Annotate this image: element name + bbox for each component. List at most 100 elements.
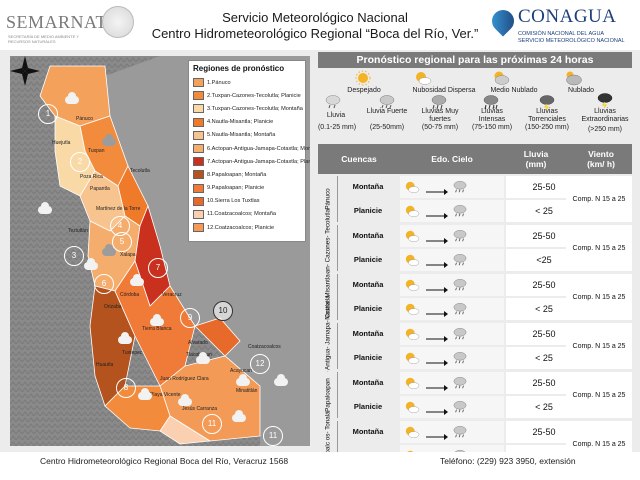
table-row: Planicie < 25 [338, 200, 632, 222]
national-seal-icon [102, 6, 134, 38]
wind-value: Comp. N 15 a 25 [566, 274, 632, 320]
title-block: Servicio Meteorológico Nacional Centro H… [150, 10, 480, 42]
zone-label: Planicie [338, 200, 398, 222]
sky-forecast-cell [400, 347, 504, 369]
town-label: Jesús Carranza [182, 406, 218, 412]
town-label: Huejutla [52, 140, 71, 146]
sky-label-medio-nublado: Medio Nublado [490, 87, 538, 94]
table-row: Montaña 25-50 [338, 225, 632, 247]
arrow-right-icon [426, 379, 448, 397]
forecast-regions-map: 1 2 3 4 5 6 7 8 9 10 11 12 11 Pánuco Tux… [10, 56, 310, 446]
sun-cloud-icon [416, 72, 432, 85]
wind-value: Comp. N 15 a 25 [566, 176, 632, 222]
zone-label: Planicie [338, 298, 398, 320]
sun-icon [355, 70, 371, 86]
legend-label: 7.Actopan-Antigua-Jamapa-Cotaxtla; Plani… [207, 158, 310, 165]
basin-block: Nautla- Misantla Montaña 25-50 Planicie < 25… [318, 274, 632, 320]
semarnat-wordmark: SEMARNAT [6, 12, 108, 32]
rain-torrential-icon [539, 95, 555, 110]
rain-range-fuerte: (25-50mm) [369, 124, 405, 131]
legend-label: 1.Pánuco [207, 79, 231, 86]
rain-label-intensas: Lluvias Intensas [478, 108, 506, 123]
rain-range-extraordinarias: (>250 mm) [587, 126, 623, 133]
town-label: Córdoba [120, 292, 140, 298]
basin-name-cell: Pánuco [318, 176, 338, 222]
compass-rose-icon [10, 56, 40, 86]
basin-block: Tuxpan- Cazones- Tecolutla Montaña 25-50 Pl… [318, 209, 632, 287]
town-label: Acayucan [230, 368, 252, 374]
town-label: Tuxpan [88, 148, 105, 154]
sun-cloud-icon [404, 180, 420, 199]
legend-item: 11.Coatzacoalcos; Montaña [193, 208, 301, 221]
zone-label: Planicie [338, 249, 398, 271]
sky-forecast-cell [400, 298, 504, 320]
sky-forecast-cell [400, 249, 504, 271]
map-cloud-icon [84, 258, 98, 270]
region-number-9: 9 [180, 308, 200, 328]
map-rain-cloud-icon [102, 134, 116, 146]
basin-name-cell: Papaloapan [318, 372, 338, 418]
sun-cloud-icon [404, 400, 420, 419]
sun-cloud-icon [404, 351, 420, 370]
legend-item: 8.Papaloapan; Montaña [193, 168, 301, 181]
rain-cloud-icon [452, 376, 468, 395]
conagua-wordmark: CONAGUA [518, 6, 617, 27]
town-label: Pánuco [76, 116, 93, 122]
rain-cloud-icon [452, 204, 468, 223]
sun-cloud-icon [404, 204, 420, 223]
sun-cloud-icon [404, 376, 420, 395]
region-number-10: 10 [213, 301, 233, 321]
arrow-right-icon [426, 232, 448, 250]
legend-swatch [193, 144, 204, 154]
rain-very-heavy-icon [431, 95, 447, 110]
legend-item: 12.Coatzacoalcos; Planicie [193, 221, 301, 234]
rain-cloud-icon [452, 327, 468, 346]
sky-label-despejado: Despejado [347, 87, 381, 94]
footer-address: Centro Hidrometeorológico Regional Boca … [40, 456, 289, 466]
map-cloud-icon [65, 92, 79, 104]
region-number-3: 3 [64, 246, 84, 266]
arrow-right-icon [426, 305, 448, 323]
region-number-2: 2 [70, 152, 90, 172]
town-label: Coatzacoalcos [248, 344, 281, 350]
wind-value: Comp. N 15 a 25 [566, 323, 632, 369]
table-row: Montaña 25-50 [338, 372, 632, 394]
legend-label: 12.Coatzacoalcos; Planicie [207, 224, 275, 231]
rain-label-torrenciales: Lluvias Torrenciales [528, 108, 566, 123]
legend-label: 3.Tuxpan-Cazones-Tecolutla; Montaña [207, 105, 303, 112]
table-row: Montaña 25-50 [338, 323, 632, 345]
rain-cloud-icon [452, 351, 468, 370]
legend-label: 4.Nautla-Misantla; Planicie [207, 119, 274, 126]
town-label: Tierra Blanca [142, 326, 172, 332]
table-row: Montaña 25-50 [338, 176, 632, 198]
arrow-right-icon [426, 207, 448, 225]
map-legend: Regiones de pronóstico 1.Pánuco 2.Tuxpan-… [188, 60, 310, 242]
basin-block: Papaloapan Montaña 25-50 Planicie < 25 Comp. … [318, 372, 632, 418]
map-rain-cloud-icon [102, 244, 116, 256]
zone-label: Planicie [338, 396, 398, 418]
zone-label: Montaña [338, 372, 398, 394]
basin-name: Pánuco [324, 188, 331, 210]
rain-value: < 25 [506, 396, 582, 418]
basin-name: Papaloapan [324, 378, 331, 412]
zone-label: Montaña [338, 274, 398, 296]
town-label: Juan Rodríguez Clara [160, 376, 209, 382]
zone-label: Planicie [338, 347, 398, 369]
legend-label: 5.Nautla-Misantla; Montaña [207, 132, 276, 139]
conagua-logo: CONAGUA COMISIÓN NACIONAL DEL AGUA SERVI… [487, 5, 630, 46]
rain-label-muy-fuertes: Lluvias Muy fuertes [421, 108, 459, 123]
rain-value: 25-50 [506, 225, 582, 247]
basin-name-cell: Nautla- Misantla [318, 274, 338, 320]
rain-intense-icon [483, 95, 499, 110]
rain-cloud-icon [452, 278, 468, 297]
legend-label: 2.Tuxpan-Cazones-Tecolutla; Planicie [207, 92, 301, 99]
sky-forecast-cell [400, 421, 504, 443]
rain-range-lluvia: (0.1-25 mm) [317, 124, 357, 131]
legend-item: 3.Tuxpan-Cazones-Tecolutla; Montaña [193, 102, 303, 115]
legend-item: 9.Papaloapan; Planicie [193, 182, 301, 195]
sky-label-nublado: Nublado [567, 87, 595, 94]
town-label: Minatitlán [236, 388, 258, 394]
conagua-subtitle-1: COMISIÓN NACIONAL DEL AGUA [518, 31, 605, 37]
legend-swatch [193, 209, 204, 219]
map-cloud-icon [232, 410, 246, 422]
